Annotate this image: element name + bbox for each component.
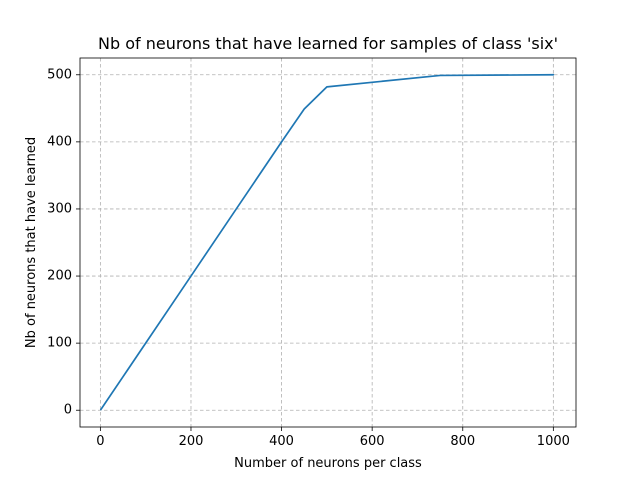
x-tick-label: 0 [96,434,104,449]
x-tick-label: 1000 [537,434,570,449]
x-tick-label: 600 [360,434,385,449]
plot-frame [79,57,577,428]
axis-ticks: 0 200 400 600 800 1000 0 100 200 300 400 500 [47,67,570,449]
y-tick-label: 400 [47,134,72,149]
y-tick-label: 500 [47,67,72,82]
x-tick-label: 200 [179,434,204,449]
y-tick-label: 100 [47,336,72,351]
series-line [99,73,555,411]
y-tick-label: 0 [64,403,72,418]
x-axis-label: Number of neurons per class [234,456,422,471]
y-tick-label: 200 [47,269,72,284]
x-tick-label: 400 [269,434,294,449]
y-axis-label: Nb of neurons that have learned [24,137,39,348]
grid [80,58,576,427]
chart-title: Nb of neurons that have learned for samp… [98,34,558,53]
series-layer [99,73,555,411]
y-tick-label: 300 [47,201,72,216]
x-tick-label: 800 [450,434,475,449]
